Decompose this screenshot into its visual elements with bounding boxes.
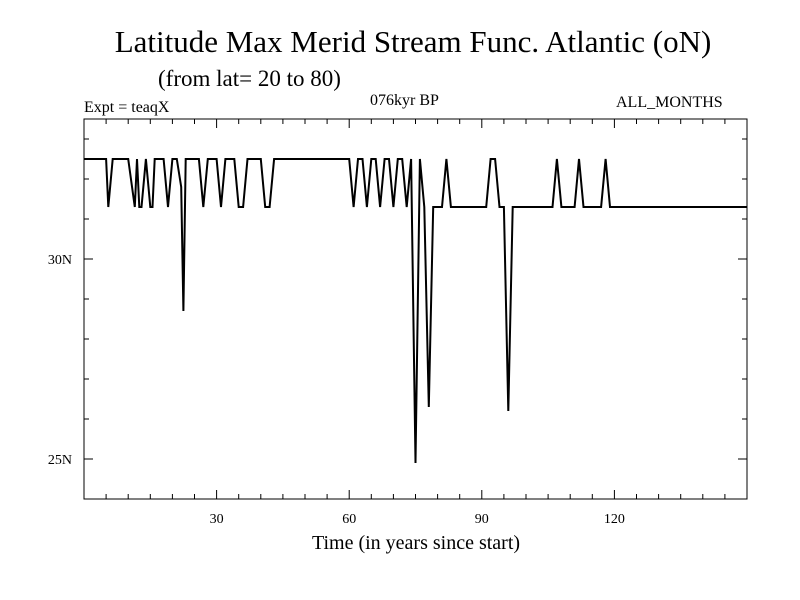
chart-subtitle: (from lat= 20 to 80) <box>158 66 341 91</box>
x-tick-label: 60 <box>342 512 356 527</box>
experiment-label: Expt = teaqX <box>84 99 170 116</box>
x-tick-label: 120 <box>604 512 625 527</box>
y-tick-label: 25N <box>48 453 72 468</box>
period-label: 076kyr BP <box>370 92 439 109</box>
x-tick-label: 90 <box>475 512 489 527</box>
x-axis-label: Time (in years since start) <box>311 532 521 554</box>
x-tick-label: 30 <box>210 512 224 527</box>
y-axis: 25N 30N <box>48 138 747 500</box>
months-label: ALL_MONTHS <box>616 94 723 111</box>
y-tick-label: 30N <box>48 253 72 268</box>
series-line <box>84 158 747 464</box>
x-axis: 30 60 90 120 <box>105 119 726 527</box>
chart-title: Latitude Max Merid Stream Func. Atlantic… <box>114 24 712 59</box>
